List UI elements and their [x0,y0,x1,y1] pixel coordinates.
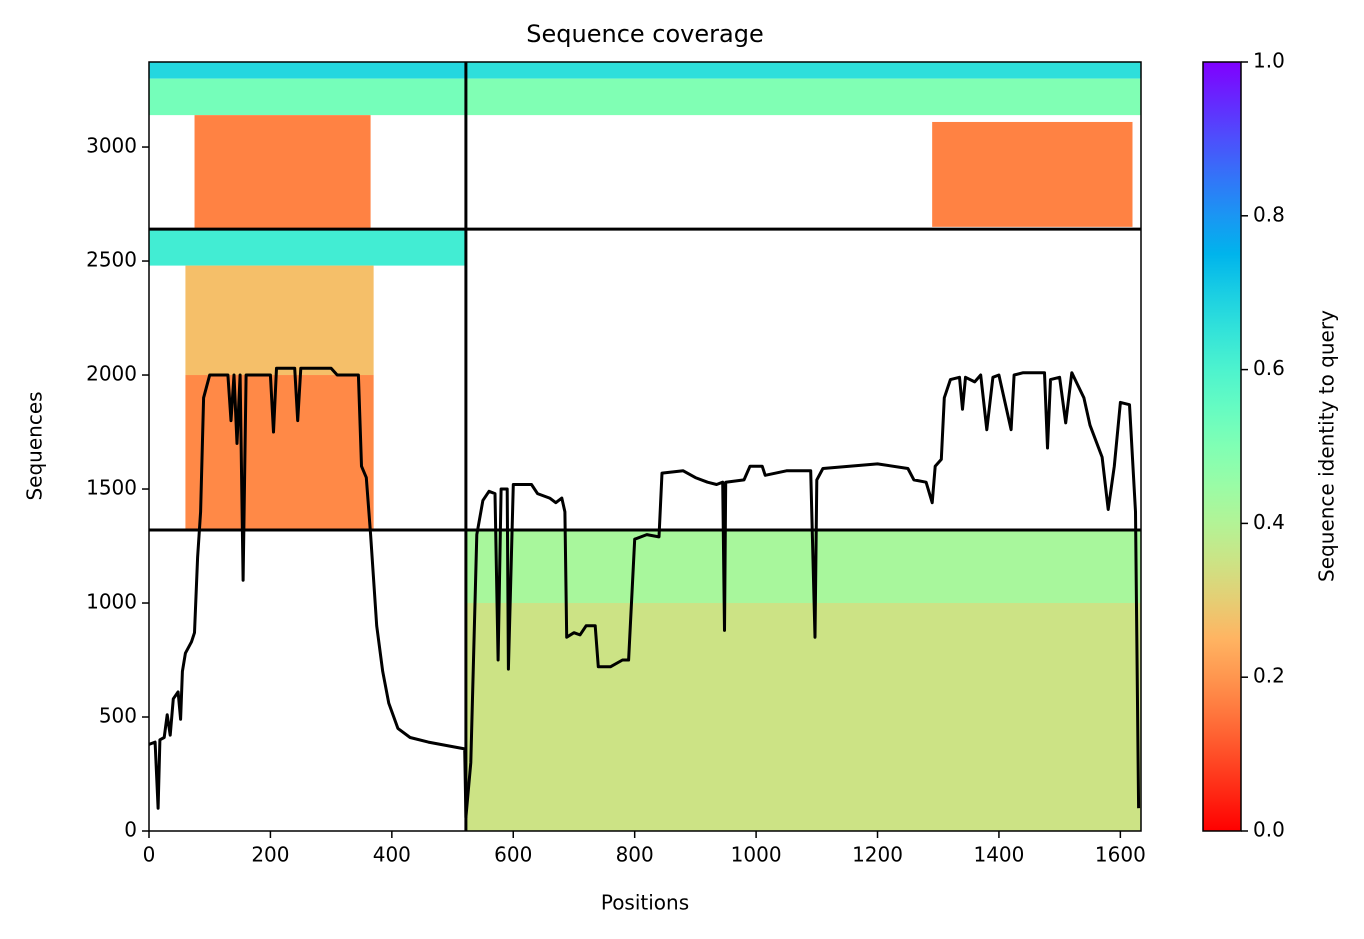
x-axis-label: Positions [601,891,689,915]
plot-frame [148,61,1142,832]
msa-block [465,78,1141,116]
colorbar-tick-label: 1.0 [1253,49,1285,73]
msa-block [465,62,1141,79]
y-tick-label: 1500 [86,476,137,500]
x-tick-label: 1400 [973,843,1024,867]
coverage-line [148,366,1141,819]
y-tick-label: 2500 [86,248,137,272]
colorbar-tick-label: 0.2 [1253,664,1285,688]
colorbar-tick-label: 0.0 [1253,818,1285,842]
colorbar-label: Sequence identity to query [1315,310,1339,582]
x-tick-label: 1000 [731,843,782,867]
x-tick-label: 800 [616,843,654,867]
x-tick-label: 200 [251,843,289,867]
msa-block [465,603,1141,831]
colorbar [1202,61,1242,832]
y-tick-label: 2000 [86,362,137,386]
y-tick-label: 500 [99,704,137,728]
msa-block [149,78,466,116]
y-tick-label: 1000 [86,590,137,614]
msa-block [149,229,466,266]
msa-block [194,115,371,230]
colorbar-tick-label: 0.4 [1253,510,1285,534]
x-tick-label: 1600 [1095,843,1146,867]
colorbar-tick-label: 0.8 [1253,202,1285,226]
colorbar-tick-label: 0.6 [1253,356,1285,380]
msa-block [465,530,1141,604]
msa-block [932,121,1133,227]
msa-block [185,265,374,376]
x-tick-label: 0 [143,843,156,867]
x-tick-label: 1200 [852,843,903,867]
y-axis-label: Sequences [23,391,47,500]
x-tick-label: 600 [494,843,532,867]
msa-block [149,62,466,79]
y-tick-label: 0 [124,818,137,842]
chart-title: Sequence coverage [526,20,763,48]
y-tick-label: 3000 [86,134,137,158]
msa-block [185,375,374,531]
x-tick-label: 400 [373,843,411,867]
